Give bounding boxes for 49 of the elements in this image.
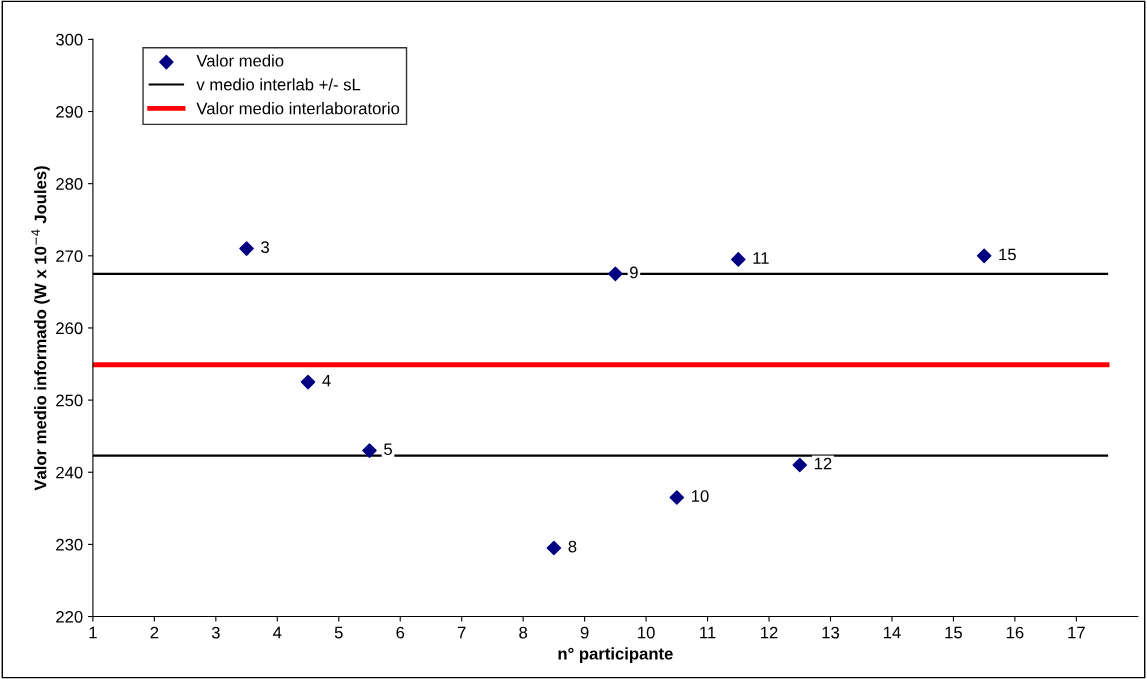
- legend-label: Valor medio: [196, 54, 284, 67]
- x-tick-label: 3: [211, 626, 220, 639]
- y-tick-label: 260: [56, 322, 83, 335]
- x-tick-label: 15: [945, 626, 962, 639]
- legend-label: Valor medio interlaboratorio: [196, 102, 400, 115]
- point: [608, 266, 623, 282]
- x-tick-label: 2: [150, 626, 159, 639]
- annotation: 10: [691, 490, 709, 502]
- annotation: 4: [322, 374, 331, 387]
- y-tick-label: 270: [56, 250, 83, 263]
- annotation: 12: [814, 457, 832, 470]
- x-axis-title: n° participante: [558, 647, 673, 663]
- point: [976, 248, 992, 264]
- legend-label: v medio interlab +/- sL: [196, 78, 361, 91]
- annotation: 9: [630, 266, 638, 279]
- y-tick-label: 290: [56, 105, 83, 118]
- point: [300, 374, 316, 390]
- x-tick-label: 17: [1068, 626, 1085, 639]
- y-tick-label: 220: [56, 610, 83, 623]
- x-tick-label: 16: [1006, 626, 1024, 639]
- x-tick-label: 12: [761, 626, 778, 639]
- point: [731, 252, 746, 267]
- x-tick-label: 5: [334, 626, 343, 639]
- x-tick-label: 14: [883, 626, 901, 639]
- x-tick-label: 4: [273, 626, 282, 639]
- y-tick-label: 300: [56, 33, 83, 46]
- x-tick-label: 7: [457, 626, 466, 639]
- y-axis-title: Valor medio informado (W x 10$^{−4}$ Joules): [31, 166, 50, 491]
- annotation: 8: [568, 540, 577, 553]
- x-tick-label: 11: [700, 626, 716, 639]
- y-tick-label: 230: [56, 538, 83, 551]
- x-tick-label: 9: [580, 626, 589, 639]
- annotation: 15: [999, 248, 1016, 261]
- x-tick-label: 10: [638, 626, 655, 639]
- x-tick-label: 6: [396, 626, 405, 639]
- x-tick-label: 13: [822, 626, 840, 639]
- annotation: 3: [261, 241, 269, 254]
- annotation: 5: [384, 443, 392, 456]
- annotation: 11: [753, 252, 769, 264]
- y-tick-label: 280: [56, 178, 83, 190]
- x-tick-label: 8: [519, 626, 528, 639]
- point: [362, 443, 377, 458]
- y-tick-label: 240: [56, 466, 83, 479]
- point: [546, 540, 562, 556]
- point: [669, 490, 685, 505]
- point: [239, 241, 254, 256]
- x-tick-label: 1: [89, 626, 97, 639]
- y-tick-label: 250: [56, 394, 83, 407]
- point: [792, 457, 808, 473]
